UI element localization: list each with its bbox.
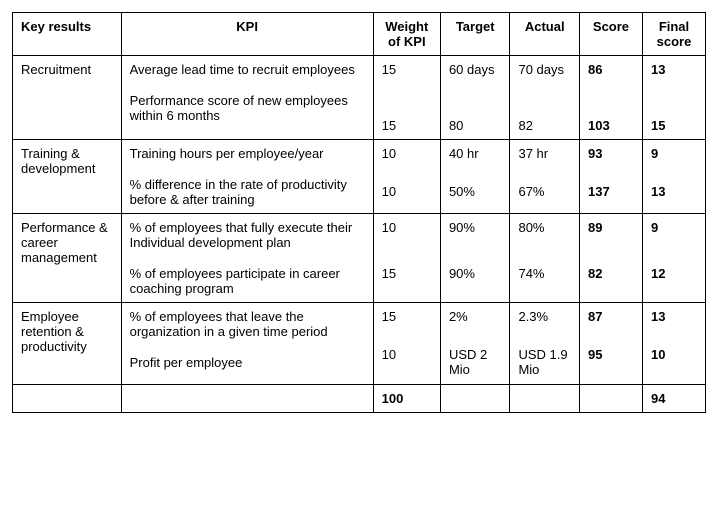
value: 13	[651, 184, 697, 200]
value: 12	[651, 266, 697, 282]
cell-weight: 15 10	[373, 303, 440, 385]
cell-weight: 15 15	[373, 56, 440, 140]
value: 15	[382, 118, 432, 134]
value: 82	[518, 118, 571, 134]
value: 93	[588, 146, 634, 162]
table-totals-row: 100 94	[13, 384, 706, 412]
col-header-weight: Weight of KPI	[373, 13, 440, 56]
cell-key-results: Performance & career management	[13, 214, 122, 303]
col-header-final-score: Final score	[642, 13, 705, 56]
cell-total-weight: 100	[373, 384, 440, 412]
cell-actual: 37 hr 67%	[510, 140, 580, 214]
col-header-score: Score	[579, 13, 642, 56]
cell-weight: 10 10	[373, 140, 440, 214]
cell-final-score: 13 15	[642, 56, 705, 140]
value: 90%	[449, 266, 502, 282]
value: 90%	[449, 220, 502, 236]
kpi-text: Performance score of new employees withi…	[130, 93, 365, 123]
cell-score: 93 137	[579, 140, 642, 214]
kpi-text: Average lead time to recruit employees	[130, 62, 365, 77]
cell-kpi: % of employees that leave the organizati…	[121, 303, 373, 385]
cell-actual: 2.3% USD 1.9 Mio	[510, 303, 580, 385]
cell-key-results: Training & development	[13, 140, 122, 214]
table-row: Recruitment Average lead time to recruit…	[13, 56, 706, 140]
kpi-text: Profit per employee	[130, 355, 365, 370]
value: 10	[382, 220, 432, 236]
cell-empty	[579, 384, 642, 412]
value: 2%	[449, 309, 502, 325]
cell-empty	[510, 384, 580, 412]
value: 137	[588, 184, 634, 200]
value: 80	[449, 118, 502, 134]
kpi-text: % of employees that leave the organizati…	[130, 309, 365, 339]
cell-kpi: Training hours per employee/year % diffe…	[121, 140, 373, 214]
table-row: Employee retention & productivity % of e…	[13, 303, 706, 385]
cell-target: 40 hr 50%	[440, 140, 510, 214]
value: 86	[588, 62, 634, 78]
table-row: Training & development Training hours pe…	[13, 140, 706, 214]
cell-score: 89 82	[579, 214, 642, 303]
value: 82	[588, 266, 634, 282]
cell-kpi: Average lead time to recruit employees P…	[121, 56, 373, 140]
value: 37 hr	[518, 146, 571, 162]
value: 89	[588, 220, 634, 236]
col-header-key-results: Key results	[13, 13, 122, 56]
cell-kpi: % of employees that fully execute their …	[121, 214, 373, 303]
value: 40 hr	[449, 146, 502, 162]
cell-target: 2% USD 2 Mio	[440, 303, 510, 385]
value: 9	[651, 146, 697, 162]
value: 87	[588, 309, 634, 325]
value: 80%	[518, 220, 571, 236]
col-header-actual: Actual	[510, 13, 580, 56]
value: 67%	[518, 184, 571, 200]
value: 10	[382, 146, 432, 162]
value: 74%	[518, 266, 571, 282]
col-header-kpi: KPI	[121, 13, 373, 56]
cell-weight: 10 15	[373, 214, 440, 303]
cell-target: 60 days 80	[440, 56, 510, 140]
value: 10	[382, 347, 432, 363]
table-header-row: Key results KPI Weight of KPI Target Act…	[13, 13, 706, 56]
value: 15	[651, 118, 697, 134]
value: 15	[382, 62, 432, 78]
cell-key-results: Employee retention & productivity	[13, 303, 122, 385]
value: 70 days	[518, 62, 571, 78]
cell-key-results: Recruitment	[13, 56, 122, 140]
cell-score: 86 103	[579, 56, 642, 140]
cell-empty	[440, 384, 510, 412]
col-header-target: Target	[440, 13, 510, 56]
kpi-text: Training hours per employee/year	[130, 146, 365, 161]
value: 10	[382, 184, 432, 200]
value: 13	[651, 309, 697, 325]
value: USD 1.9 Mio	[518, 347, 571, 378]
cell-score: 87 95	[579, 303, 642, 385]
table-row: Performance & career management % of emp…	[13, 214, 706, 303]
cell-final-score: 13 10	[642, 303, 705, 385]
cell-final-score: 9 13	[642, 140, 705, 214]
value: 103	[588, 118, 634, 134]
cell-target: 90% 90%	[440, 214, 510, 303]
cell-total-final-score: 94	[642, 384, 705, 412]
value: 60 days	[449, 62, 502, 78]
cell-actual: 70 days 82	[510, 56, 580, 140]
value: 95	[588, 347, 634, 363]
value: 10	[651, 347, 697, 363]
cell-actual: 80% 74%	[510, 214, 580, 303]
value: 9	[651, 220, 697, 236]
cell-empty	[121, 384, 373, 412]
value: 13	[651, 62, 697, 78]
value: 2.3%	[518, 309, 571, 325]
kpi-table: Key results KPI Weight of KPI Target Act…	[12, 12, 706, 413]
value: 15	[382, 309, 432, 325]
value: USD 2 Mio	[449, 347, 502, 378]
kpi-text: % difference in the rate of productivity…	[130, 177, 365, 207]
cell-final-score: 9 12	[642, 214, 705, 303]
kpi-text: % of employees participate in career coa…	[130, 266, 365, 296]
value: 15	[382, 266, 432, 282]
kpi-text: % of employees that fully execute their …	[130, 220, 365, 250]
cell-empty	[13, 384, 122, 412]
value: 50%	[449, 184, 502, 200]
